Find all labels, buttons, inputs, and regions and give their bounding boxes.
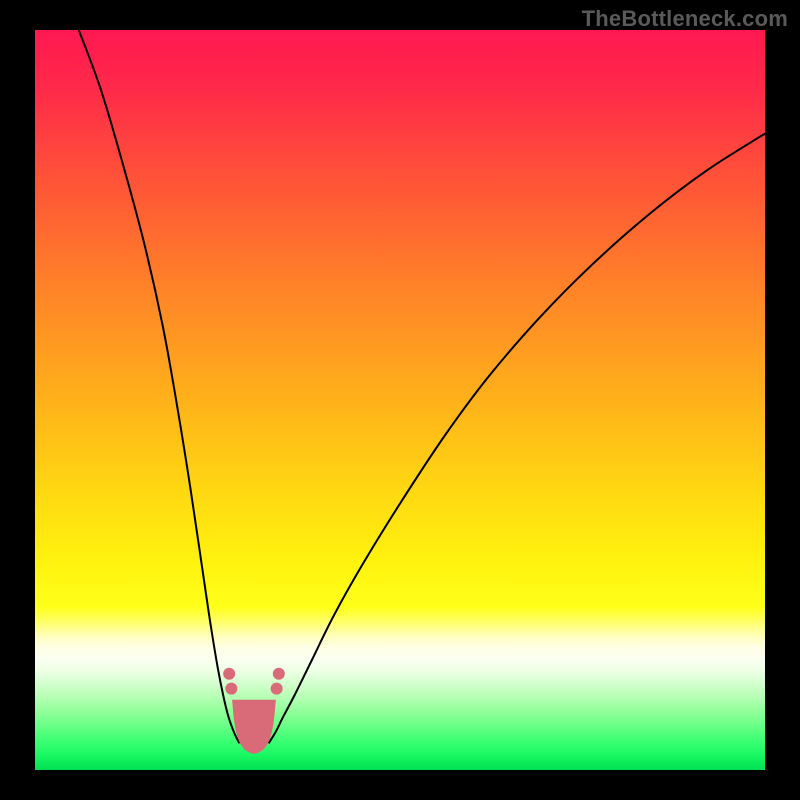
curve-right xyxy=(269,134,765,744)
marker-u-track xyxy=(232,700,276,754)
marker-knob-group xyxy=(223,668,285,695)
plot-area xyxy=(35,30,765,770)
marker-knob xyxy=(271,683,283,695)
marker-knob xyxy=(273,668,285,680)
marker-knob xyxy=(223,668,235,680)
marker-knob xyxy=(225,683,237,695)
chart-svg xyxy=(35,30,765,770)
curve-left xyxy=(79,30,240,743)
watermark-text: TheBottleneck.com xyxy=(582,6,788,32)
